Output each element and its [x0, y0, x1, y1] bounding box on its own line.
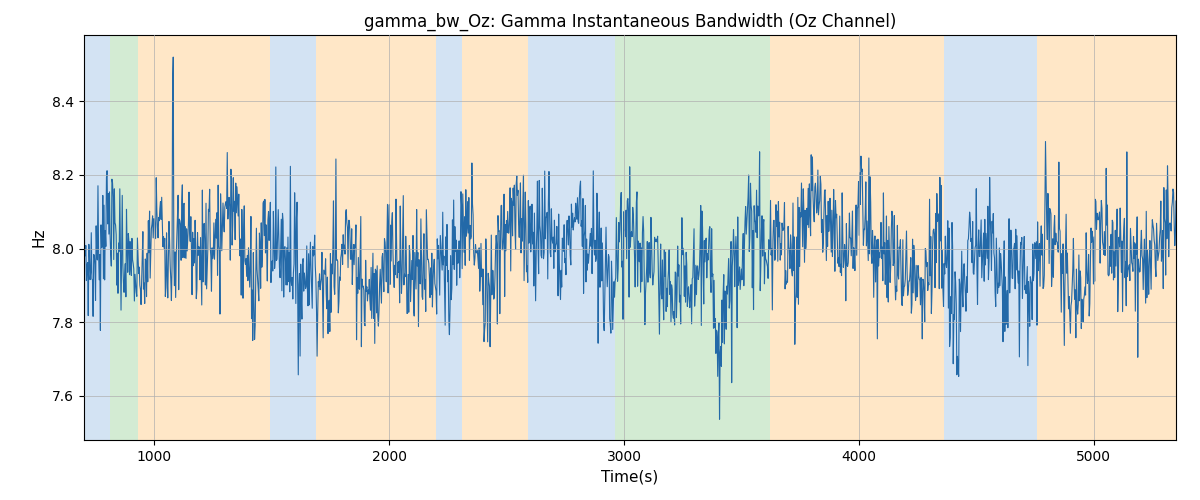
Bar — [462, 35, 528, 440]
X-axis label: Time(s): Time(s) — [601, 470, 659, 484]
Title: gamma_bw_Oz: Gamma Instantaneous Bandwidth (Oz Channel): gamma_bw_Oz: Gamma Instantaneous Bandwid… — [364, 12, 896, 31]
Bar — [437, 35, 462, 440]
Bar — [110, 35, 138, 440]
Bar — [317, 35, 437, 440]
Y-axis label: Hz: Hz — [31, 228, 47, 247]
Bar — [943, 35, 1038, 440]
Bar — [528, 35, 614, 440]
Bar — [84, 35, 110, 440]
Bar — [1038, 35, 1176, 440]
Bar — [138, 35, 270, 440]
Bar — [769, 35, 943, 440]
Bar — [614, 35, 769, 440]
Bar — [270, 35, 317, 440]
